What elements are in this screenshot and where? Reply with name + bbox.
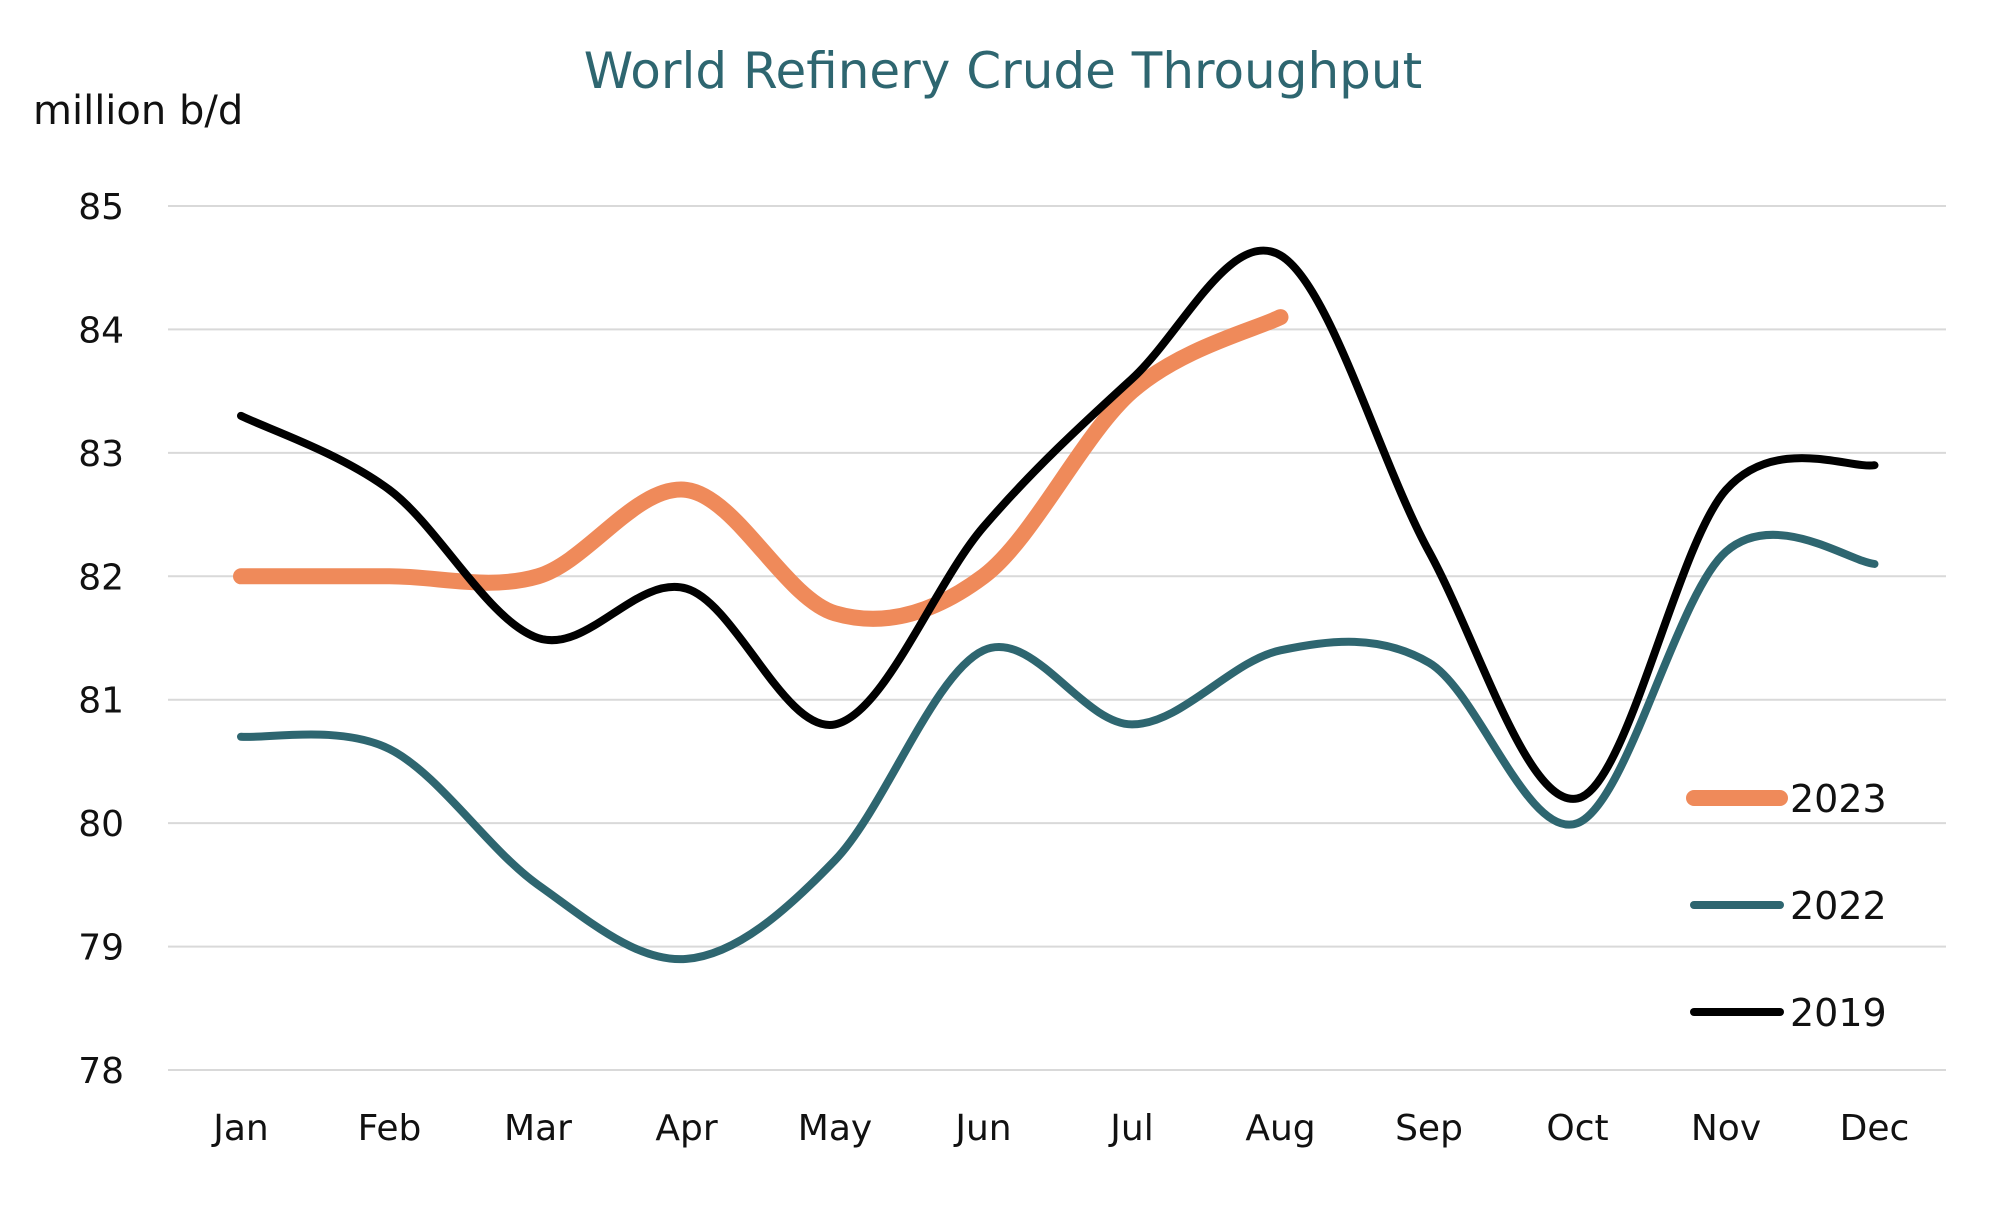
y-tick-label: 82 [78,557,124,598]
y-tick-label: 79 [78,928,124,969]
series-lines [233,246,1879,964]
x-tick-label: Oct [1546,1108,1608,1149]
x-axis-ticks: Jan Feb Mar Apr May Jun Jul Aug Sep Oct Nov Dec [211,1108,1909,1149]
legend-label-2019: 2019 [1790,991,1887,1035]
x-tick-label: Apr [655,1108,717,1149]
x-tick-label: Mar [504,1108,572,1149]
legend-label-2022: 2022 [1790,884,1887,928]
y-tick-label: 81 [78,681,124,722]
x-tick-label: Sep [1395,1108,1463,1149]
x-tick-label: Jun [953,1108,1011,1149]
series-line-2019 [237,246,1879,803]
series-line-2022 [237,530,1879,964]
x-tick-label: May [798,1108,872,1149]
y-tick-label: 84 [78,310,124,351]
legend-label-2023: 2023 [1790,777,1887,821]
chart-title: World Refinery Crude Throughput [584,42,1422,100]
x-tick-label: Jan [211,1108,269,1149]
x-tick-label: Nov [1691,1108,1761,1149]
x-tick-label: Aug [1245,1108,1315,1149]
x-tick-label: Feb [358,1108,422,1149]
y-tick-label: 85 [78,187,124,228]
x-tick-label: Dec [1840,1108,1910,1149]
y-tick-label: 78 [78,1051,124,1092]
y-tick-label: 80 [78,804,124,845]
series-line-2023 [233,309,1289,627]
x-tick-label: Jul [1108,1108,1153,1149]
y-tick-label: 83 [78,434,124,475]
y-axis-ticks: 78 79 80 81 82 83 84 85 [78,187,124,1092]
legend: 2023 2022 2019 [1686,777,1887,1035]
y-axis-unit-label: million b/d [33,88,243,134]
